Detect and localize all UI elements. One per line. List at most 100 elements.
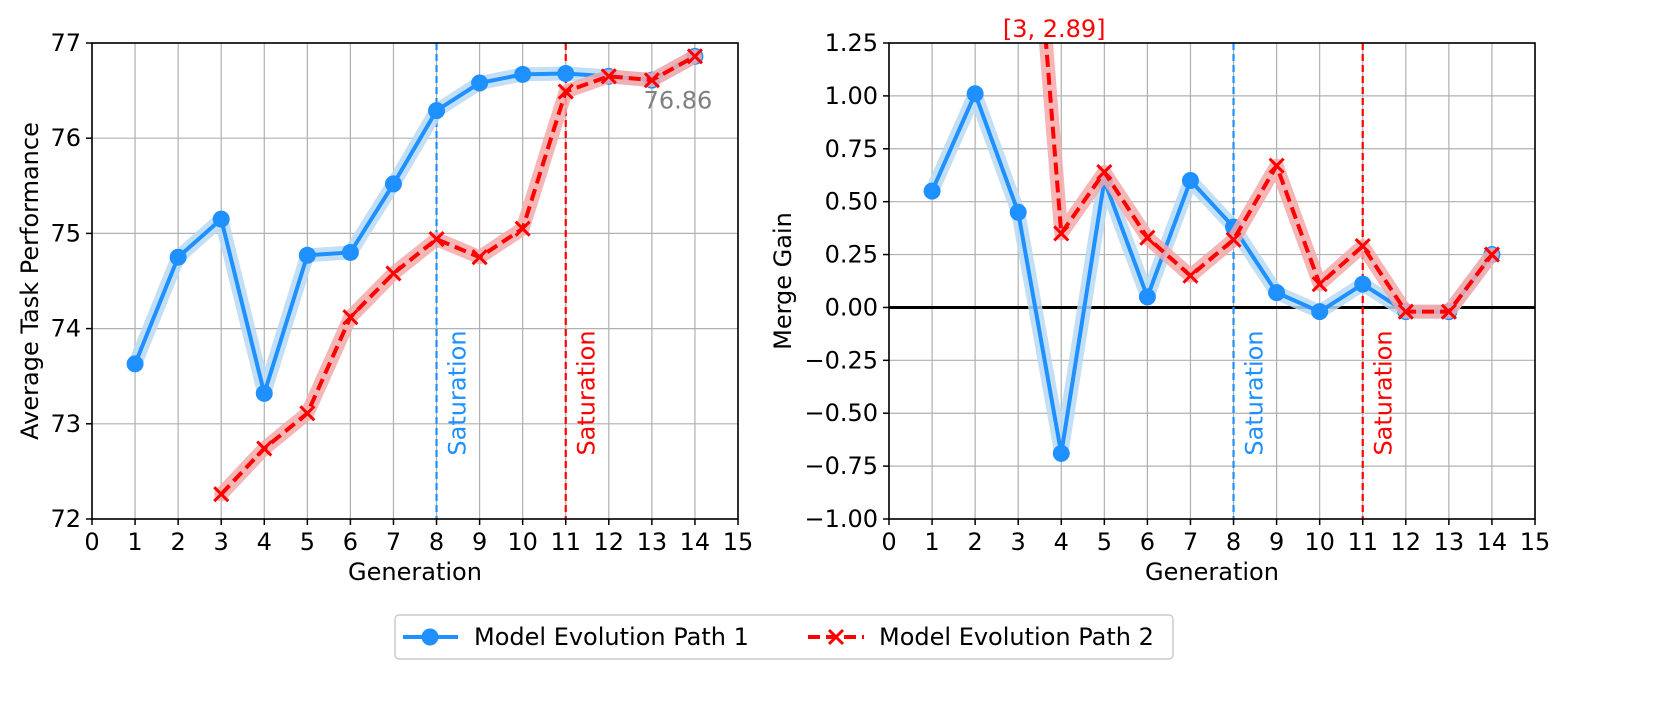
axes-frame <box>91 42 739 520</box>
series-2-point <box>342 309 359 326</box>
legend-box <box>394 614 1174 660</box>
x-tick-label: 2 <box>967 528 982 556</box>
x-tick-label: 4 <box>1054 528 1069 556</box>
off-chart-annotation: [3, 2.89] <box>1003 15 1106 43</box>
x-tick-label: 13 <box>1434 528 1465 556</box>
legend: Model Evolution Path 1 Model Evolution Pa… <box>394 614 1174 660</box>
series-1-point <box>428 102 446 120</box>
x-tick-label: 7 <box>386 528 401 556</box>
series-1-point <box>923 182 941 200</box>
y-tick-label: 0.50 <box>825 188 878 216</box>
series-2-point <box>1483 246 1500 263</box>
x-tick-label: 9 <box>1269 528 1284 556</box>
y-tick-label: 0.75 <box>825 135 878 163</box>
series-1-point <box>298 246 316 264</box>
series-1-point <box>471 74 489 92</box>
x-tick-label: 15 <box>723 528 754 556</box>
series-2-line <box>1044 43 1494 314</box>
saturation-label: Saturation <box>573 330 601 455</box>
series-2-point <box>1182 267 1199 284</box>
series-1-point <box>341 243 359 261</box>
series-2-point <box>1225 231 1242 248</box>
x-tick-label: 5 <box>1097 528 1112 556</box>
series-1-point <box>384 175 402 193</box>
x-tick-label: 10 <box>507 528 538 556</box>
y-tick-label: 0.00 <box>825 293 878 321</box>
series-2-point <box>1397 303 1414 320</box>
series-2-point <box>1139 229 1156 246</box>
series-1-line <box>930 91 1494 456</box>
series-2-point <box>514 220 531 237</box>
series-1-point <box>126 355 144 373</box>
series-2-point <box>213 486 230 503</box>
x-tick-label: 15 <box>1520 528 1551 556</box>
series-1-point <box>557 64 575 82</box>
series-2-point <box>385 265 402 282</box>
x-tick-label: 9 <box>472 528 487 556</box>
x-tick-label: 5 <box>300 528 315 556</box>
x-tick-label: 4 <box>257 528 272 556</box>
x-tick-label: 1 <box>924 528 939 556</box>
x-tick-label: 1 <box>127 528 142 556</box>
series-2-point <box>471 249 488 266</box>
saturation-label: Saturation <box>1370 330 1398 455</box>
series-1-point <box>1052 444 1070 462</box>
legend-label-2: Model Evolution Path 2 <box>879 623 1154 651</box>
series-1-point <box>1311 303 1329 321</box>
saturation-label: Saturation <box>444 330 472 455</box>
y-tick-label: −0.50 <box>804 399 878 427</box>
series-2-point <box>557 83 574 100</box>
x-tick-label: 11 <box>1347 528 1378 556</box>
series-2-point <box>428 231 445 248</box>
y-tick-label: 1.00 <box>825 82 878 110</box>
x-tick-label: 0 <box>881 528 896 556</box>
series-2-point <box>1311 276 1328 293</box>
x-tick-label: 6 <box>343 528 358 556</box>
series-1-point <box>1268 284 1286 302</box>
x-tick-label: 3 <box>214 528 229 556</box>
x-tick-label: 14 <box>680 528 711 556</box>
y-tick-label: 77 <box>50 29 81 57</box>
series-1-point <box>1181 172 1199 190</box>
series-2-point <box>1268 157 1285 174</box>
legend-label-1: Model Evolution Path 1 <box>474 623 749 651</box>
y-tick-label: 0.25 <box>825 241 878 269</box>
series-1-point <box>1138 288 1156 306</box>
series-2-point <box>600 68 617 85</box>
saturation-label: Saturation <box>1241 330 1269 455</box>
x-tick-label: 12 <box>1391 528 1422 556</box>
x-tick-label: 8 <box>1226 528 1241 556</box>
y-axis-label: Merge Gain <box>769 212 797 350</box>
x-tick-label: 12 <box>594 528 625 556</box>
series-1-point <box>255 384 273 402</box>
axes-frame <box>888 42 1536 520</box>
y-tick-label: 76 <box>50 124 81 152</box>
y-tick-label: −1.00 <box>804 505 878 533</box>
series-2-point <box>256 440 273 457</box>
series-2-point <box>299 405 316 422</box>
series-group <box>923 43 1501 462</box>
y-tick-label: −0.25 <box>804 346 878 374</box>
x-axis-label: Generation <box>1145 558 1279 586</box>
x-tick-label: 7 <box>1183 528 1198 556</box>
legend-marker-2 <box>827 628 845 646</box>
legend-marker-1 <box>421 628 439 646</box>
x-tick-label: 6 <box>1140 528 1155 556</box>
series-2-point <box>1053 225 1070 242</box>
series-1-point <box>514 65 532 83</box>
x-tick-label: 2 <box>170 528 185 556</box>
value-annotation: 76.86 <box>644 86 713 114</box>
y-tick-label: 75 <box>50 219 81 247</box>
series-1-shadow <box>925 86 1499 461</box>
series-1-point <box>1009 203 1027 221</box>
series-2-point <box>1096 163 1113 181</box>
series-2-point <box>1354 238 1371 255</box>
x-tick-label: 13 <box>637 528 668 556</box>
y-tick-label: 73 <box>50 410 81 438</box>
x-tick-label: 14 <box>1477 528 1508 556</box>
x-axis-label: Generation <box>348 558 482 586</box>
y-tick-label: 74 <box>50 315 81 343</box>
